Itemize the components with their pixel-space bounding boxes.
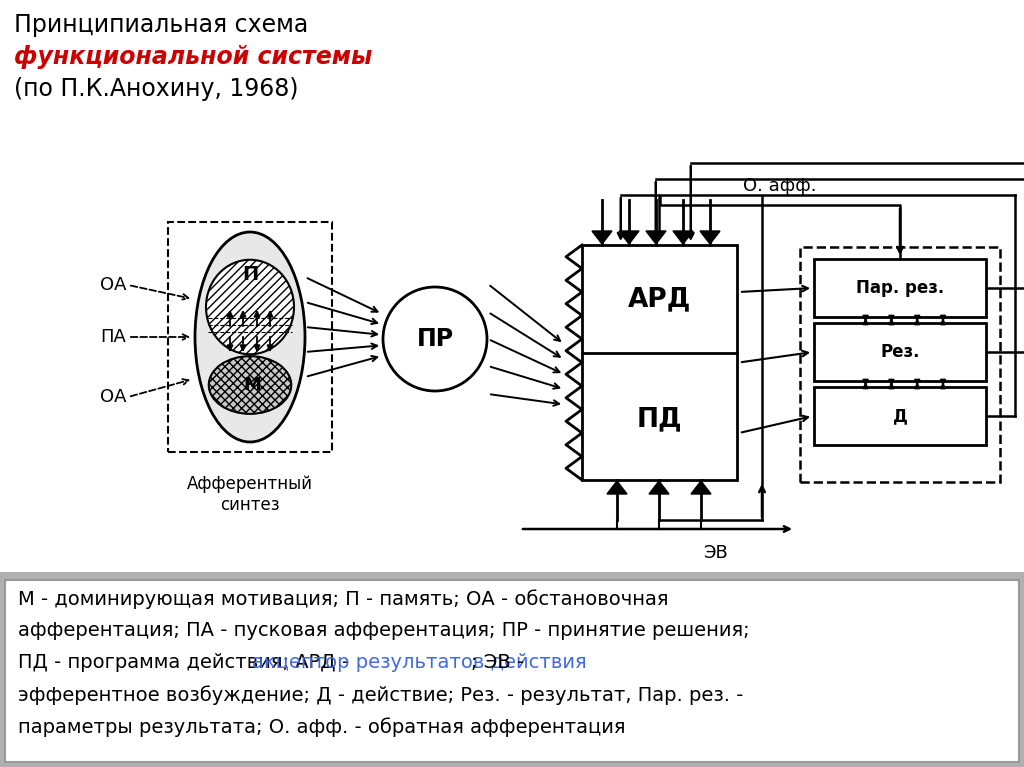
Polygon shape bbox=[646, 231, 666, 244]
Bar bbox=[168, 222, 332, 452]
Polygon shape bbox=[700, 231, 720, 244]
Text: ПР: ПР bbox=[417, 327, 454, 351]
Text: (по П.К.Анохину, 1968): (по П.К.Анохину, 1968) bbox=[14, 77, 299, 101]
Text: параметры результата; О. афф. - обратная афферентация: параметры результата; О. афф. - обратная… bbox=[18, 717, 626, 736]
Text: Принципиальная схема: Принципиальная схема bbox=[14, 13, 308, 37]
Polygon shape bbox=[607, 481, 627, 494]
Ellipse shape bbox=[206, 260, 294, 354]
Text: Д: Д bbox=[893, 407, 907, 425]
Text: афферентация; ПА - пусковая афферентация; ПР - принятие решения;: афферентация; ПА - пусковая афферентация… bbox=[18, 621, 750, 640]
Text: АРД: АРД bbox=[628, 286, 691, 312]
Bar bbox=[5, 580, 1019, 762]
Ellipse shape bbox=[209, 356, 291, 414]
Text: П: П bbox=[242, 265, 258, 285]
Bar bbox=[582, 245, 737, 480]
Text: ПА: ПА bbox=[100, 328, 126, 346]
Text: ОА: ОА bbox=[100, 276, 127, 294]
Bar bbox=[0, 0, 1024, 572]
Bar bbox=[800, 247, 1000, 482]
Polygon shape bbox=[673, 231, 693, 244]
Text: Пар. рез.: Пар. рез. bbox=[856, 279, 944, 297]
Bar bbox=[814, 259, 986, 317]
Text: функциональной системы: функциональной системы bbox=[14, 45, 373, 69]
Text: Рез.: Рез. bbox=[881, 343, 920, 361]
Polygon shape bbox=[691, 481, 711, 494]
Text: акцептор результатов действия: акцептор результатов действия bbox=[252, 653, 587, 672]
Text: Афферентный
синтез: Афферентный синтез bbox=[187, 475, 313, 514]
Circle shape bbox=[383, 287, 487, 391]
Text: М: М bbox=[243, 376, 261, 394]
Text: М - доминирующая мотивация; П - память; ОА - обстановочная: М - доминирующая мотивация; П - память; … bbox=[18, 589, 669, 609]
Text: ОА: ОА bbox=[100, 388, 127, 406]
Bar bbox=[814, 387, 986, 445]
Text: ; ЭВ -: ; ЭВ - bbox=[471, 653, 524, 672]
Bar bbox=[0, 0, 390, 212]
Text: ПД - программа действия; АРД -: ПД - программа действия; АРД - bbox=[18, 653, 355, 672]
Text: ПД: ПД bbox=[637, 406, 682, 432]
Polygon shape bbox=[592, 231, 612, 244]
Text: эфферентное возбуждение; Д - действие; Рез. - результат, Пар. рез. -: эфферентное возбуждение; Д - действие; Р… bbox=[18, 685, 743, 705]
Polygon shape bbox=[618, 231, 639, 244]
Polygon shape bbox=[649, 481, 669, 494]
Text: ЭВ: ЭВ bbox=[702, 544, 727, 562]
Ellipse shape bbox=[195, 232, 305, 442]
Text: О. афф.: О. афф. bbox=[743, 177, 816, 195]
Bar bbox=[814, 323, 986, 381]
